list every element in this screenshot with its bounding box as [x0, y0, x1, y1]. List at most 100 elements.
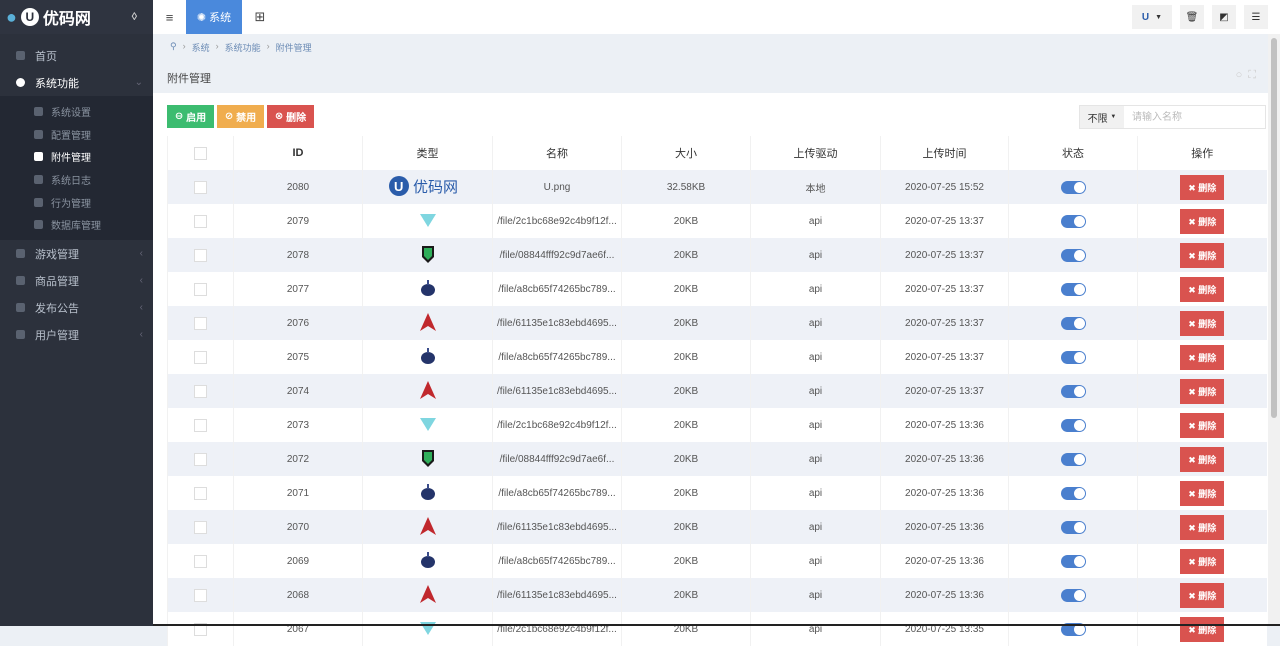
status-toggle[interactable]	[1060, 384, 1086, 398]
row-checkbox[interactable]	[194, 384, 207, 398]
sidebar-item-users[interactable]: 用户管理 ‹	[0, 321, 153, 348]
sidebar-item-home[interactable]: 首页	[0, 42, 153, 69]
row-delete-button[interactable]: ✖ 删除	[1180, 310, 1225, 336]
chevron-down-icon: ⌄	[134, 77, 143, 88]
row-checkbox[interactable]	[194, 214, 207, 228]
row-delete-button[interactable]: ✖ 删除	[1180, 616, 1225, 642]
row-checkbox[interactable]	[194, 588, 207, 602]
expand-icon[interactable]: ⛶	[1248, 69, 1262, 81]
fullscreen-icon[interactable]: ◩	[1212, 5, 1236, 29]
row-checkbox[interactable]	[194, 316, 207, 330]
breadcrumb-item[interactable]: 系统功能	[224, 43, 261, 53]
brand-name: 优码网	[42, 11, 91, 28]
chevron-left-icon: ‹	[139, 302, 143, 314]
row-checkbox[interactable]	[194, 350, 207, 364]
brand-logo[interactable]: ● U 优码网 ◊	[0, 0, 153, 34]
disable-button[interactable]: ⊘ 禁用	[217, 105, 264, 128]
row-delete-button[interactable]: ✖ 删除	[1180, 548, 1225, 574]
row-delete-button[interactable]: ✖ 删除	[1180, 582, 1225, 608]
driver-cell: api	[750, 272, 881, 306]
row-checkbox[interactable]	[194, 418, 207, 432]
row-checkbox[interactable]	[194, 486, 207, 500]
id-cell: 2079	[233, 204, 363, 238]
action-cell: ✖ 删除	[1137, 170, 1267, 204]
row-checkbox[interactable]	[194, 554, 207, 568]
close-icon: ✖	[1188, 386, 1199, 397]
row-delete-button[interactable]: ✖ 删除	[1180, 514, 1225, 540]
close-icon: ✖	[1188, 182, 1199, 193]
refresh-icon[interactable]: ○	[1235, 69, 1249, 81]
time-cell: 2020-07-25 13:37	[880, 374, 1009, 408]
sidebar-item-system[interactable]: 系统功能 ⌄	[0, 69, 153, 96]
menu-toggle-icon[interactable]: ≡	[165, 9, 174, 25]
tab-system[interactable]: ✺ 系统	[186, 0, 242, 34]
sidebar-item-system-settings[interactable]: 系统设置	[0, 100, 153, 123]
status-toggle[interactable]	[1060, 214, 1086, 228]
sidebar-item-database[interactable]: 数据库管理	[0, 213, 153, 236]
status-cell	[1008, 442, 1138, 476]
breadcrumb-item: 附件管理	[275, 43, 312, 53]
sidebar-item-config[interactable]: 配置管理	[0, 123, 153, 146]
table-row: 2069/file/a8cb65f74265bc789... 20KB api 202…	[167, 544, 1267, 578]
status-toggle[interactable]	[1060, 452, 1086, 466]
status-toggle[interactable]	[1060, 588, 1086, 602]
type-cell	[362, 238, 493, 272]
button-label: 删除	[1198, 590, 1217, 601]
status-toggle[interactable]	[1060, 248, 1086, 262]
table-row: 2078/file/08844fff92c9d7ae6f... 20KB api 20…	[167, 238, 1267, 272]
name-search-input[interactable]	[1124, 106, 1265, 128]
row-delete-button[interactable]: ✖ 删除	[1180, 446, 1225, 472]
status-toggle[interactable]	[1060, 418, 1086, 432]
row-checkbox[interactable]	[194, 452, 207, 466]
sidebar-item-announcements[interactable]: 发布公告 ‹	[0, 294, 153, 321]
sidebar-item-logs[interactable]: 系统日志	[0, 168, 153, 191]
status-toggle[interactable]	[1060, 486, 1086, 500]
page-scrollbar[interactable]	[1268, 34, 1280, 626]
sidebar-item-games[interactable]: 游戏管理 ‹	[0, 240, 153, 267]
size-cell: 20KB	[621, 442, 751, 476]
status-toggle[interactable]	[1060, 180, 1086, 194]
status-toggle[interactable]	[1060, 350, 1086, 364]
row-checkbox[interactable]	[194, 248, 207, 262]
row-delete-button[interactable]: ✖ 删除	[1180, 208, 1225, 234]
row-delete-button[interactable]: ✖ 删除	[1180, 242, 1225, 268]
filter-select[interactable]: 不限 ▼	[1080, 106, 1124, 128]
row-checkbox[interactable]	[194, 520, 207, 534]
type-cell	[362, 442, 493, 476]
row-delete-button[interactable]: ✖ 删除	[1180, 480, 1225, 506]
enable-button[interactable]: ⊖ 启用	[167, 105, 214, 128]
select-all-checkbox[interactable]	[194, 146, 207, 160]
sidebar-item-label: 发布公告	[35, 302, 79, 315]
row-checkbox[interactable]	[194, 180, 207, 194]
sidebar-item-products[interactable]: 商品管理 ‹	[0, 267, 153, 294]
sidebar-item-behavior[interactable]: 行为管理	[0, 191, 153, 214]
row-delete-button[interactable]: ✖ 删除	[1180, 412, 1225, 438]
grid-icon[interactable]: ⊞	[254, 9, 266, 24]
page-title: 附件管理	[167, 73, 211, 85]
status-toggle[interactable]	[1060, 554, 1086, 568]
row-delete-button[interactable]: ✖ 删除	[1180, 174, 1225, 200]
status-toggle[interactable]	[1060, 316, 1086, 330]
theme-drop-icon[interactable]: ◊	[131, 11, 137, 23]
youma-logo-icon: U 优码网	[388, 174, 468, 201]
status-toggle[interactable]	[1060, 520, 1086, 534]
id-cell: 2075	[233, 340, 363, 374]
delete-button[interactable]: ⊗ 删除	[267, 105, 314, 128]
row-delete-button[interactable]: ✖ 删除	[1180, 344, 1225, 370]
scrollbar-thumb[interactable]	[1271, 38, 1277, 418]
row-delete-button[interactable]: ✖ 删除	[1180, 378, 1225, 404]
type-cell	[362, 272, 493, 306]
user-avatar-dropdown[interactable]: U ▼	[1132, 5, 1172, 29]
column-header[interactable]: ID	[233, 136, 363, 170]
row-checkbox[interactable]	[194, 282, 207, 296]
trash-icon[interactable]: 🗑	[1180, 5, 1204, 29]
status-toggle[interactable]	[1060, 282, 1086, 296]
breadcrumb-item[interactable]: 系统	[191, 43, 210, 53]
user-icon	[34, 197, 43, 207]
settings-menu-icon[interactable]: ☰	[1244, 5, 1268, 29]
row-delete-button[interactable]: ✖ 删除	[1180, 276, 1225, 302]
attachments-table: ID 类型 名称 大小 上传驱动 上传时间 状态 操作 2080 U 优码网 U.pn…	[167, 136, 1267, 646]
time-cell: 2020-07-25 13:37	[880, 340, 1009, 374]
time-cell: 2020-07-25 13:37	[880, 204, 1009, 238]
sidebar-item-attachments[interactable]: 附件管理	[0, 145, 153, 168]
